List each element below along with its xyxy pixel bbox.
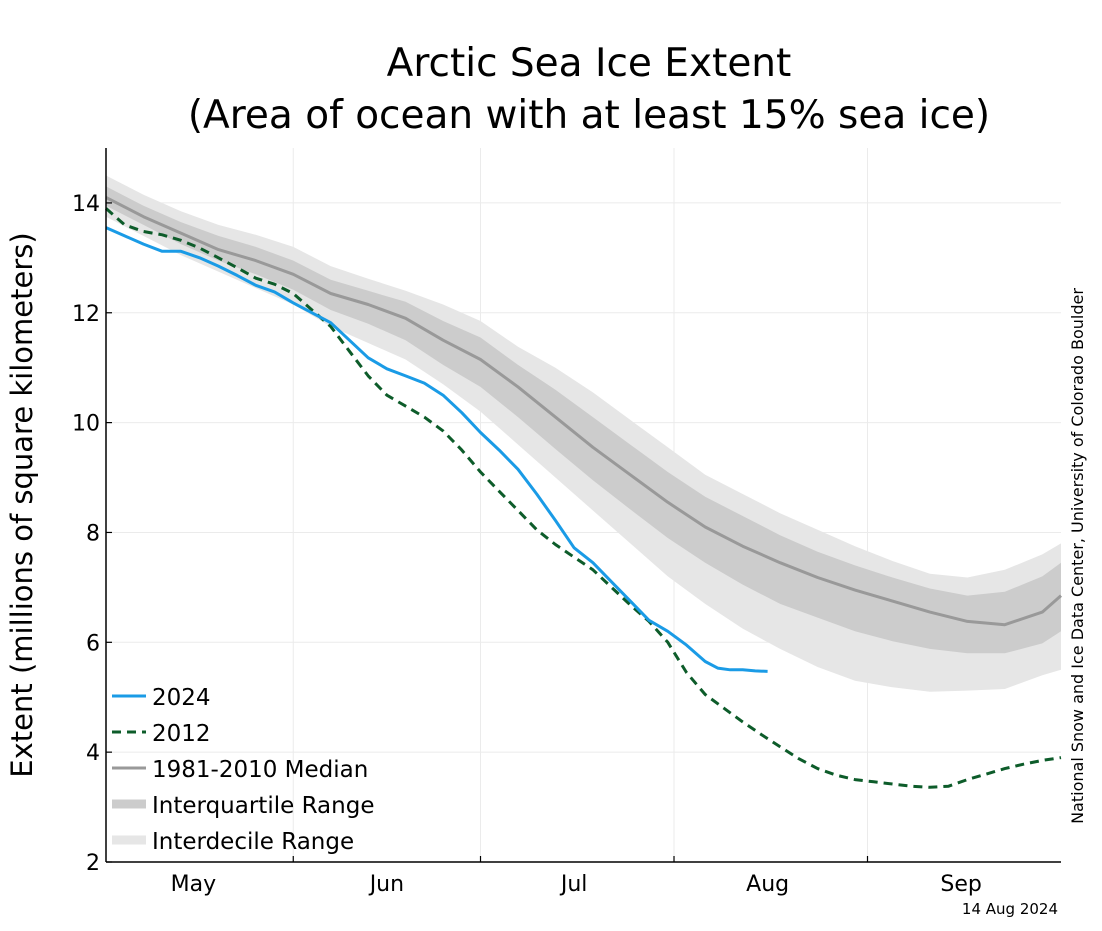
line-layer — [105, 196, 1062, 789]
chart-title: Arctic Sea Ice Extent — [387, 41, 792, 86]
chart-subtitle: (Area of ocean with at least 15% sea ice… — [188, 93, 990, 138]
interquartile-band — [106, 186, 1061, 654]
legend-label: Interdecile Range — [152, 829, 354, 855]
legend-label: 1981-2010 Median — [152, 757, 368, 783]
y-tick-label: 10 — [72, 412, 100, 437]
x-tick-label: Jul — [559, 872, 588, 897]
y-tick-label: 12 — [72, 302, 100, 327]
legend-label: 2012 — [152, 721, 211, 747]
y-tick-label: 4 — [86, 741, 100, 766]
legend-label: Interquartile Range — [152, 793, 374, 819]
y-axis-label: Extent (millions of square kilometers) — [5, 232, 39, 777]
legend-label: 2024 — [152, 685, 211, 711]
series-2012-line — [105, 207, 1062, 789]
date-stamp: 14 Aug 2024 — [962, 900, 1058, 918]
band-layer — [106, 175, 1061, 692]
legend: 2024 2012 1981-2010 Median Interquartile Ra… — [112, 685, 374, 855]
x-tick-label: Jun — [368, 872, 404, 897]
x-tick-label: May — [171, 872, 216, 897]
y-tick-label: 6 — [86, 631, 100, 656]
y-tick-label: 14 — [72, 192, 100, 217]
credit-text: National Snow and Ice Data Center, Unive… — [1068, 288, 1087, 824]
series-2024-line — [105, 226, 768, 673]
x-tick-label: Sep — [940, 872, 981, 897]
x-tick-label: Aug — [746, 872, 789, 897]
y-tick-label: 2 — [86, 851, 100, 876]
tick-layer: 2 4 6 8 10 12 14 May Jun Jul Aug Sep — [72, 192, 982, 897]
median-line — [105, 196, 1062, 627]
y-tick-label: 8 — [86, 521, 100, 546]
axis-layer — [105, 148, 1061, 863]
